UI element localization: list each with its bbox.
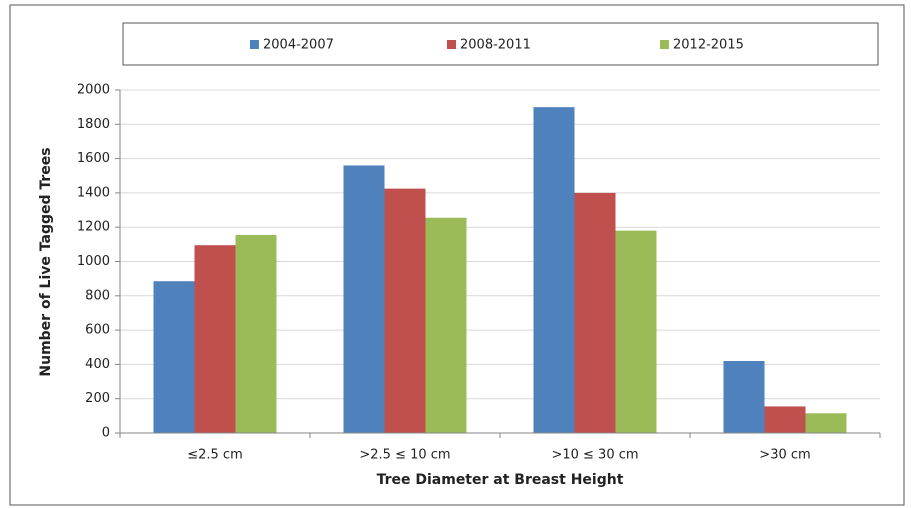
bar — [425, 217, 467, 433]
y-tick-label: 1800 — [77, 117, 110, 132]
x-tick-label: >10 ≤ 30 cm — [551, 448, 638, 463]
bar — [723, 360, 765, 433]
y-tick-label: 600 — [85, 323, 110, 338]
y-tick-label: 800 — [85, 288, 110, 303]
y-tick-label: 0 — [102, 426, 110, 441]
legend-swatch — [447, 40, 456, 49]
legend-box — [122, 22, 879, 66]
x-axis-title: Tree Diameter at Breast Height — [377, 472, 624, 488]
y-tick-label: 200 — [85, 391, 110, 406]
y-tick-label: 1200 — [77, 220, 110, 235]
legend-label: 2012-2015 — [673, 38, 744, 53]
bar — [153, 281, 195, 433]
legend-swatch — [660, 40, 669, 49]
legend-label: 2008-2011 — [460, 38, 531, 53]
y-tick-label: 400 — [85, 357, 110, 372]
x-tick-label: >30 cm — [759, 448, 810, 463]
y-tick-label: 2000 — [77, 83, 110, 98]
bar — [805, 413, 847, 433]
x-tick-label: >2.5 ≤ 10 cm — [359, 448, 450, 463]
bar — [615, 230, 657, 433]
bar — [235, 234, 277, 433]
y-axis-title: Number of Live Tagged Trees — [38, 147, 54, 376]
bar — [764, 406, 806, 433]
bar — [384, 188, 426, 433]
y-tick-label: 1000 — [77, 254, 110, 269]
legend-swatch — [250, 40, 259, 49]
bar — [533, 107, 575, 434]
bar — [194, 245, 236, 433]
legend-label: 2004-2007 — [263, 38, 334, 53]
x-tick-label: ≤2.5 cm — [187, 448, 243, 463]
y-tick-label: 1400 — [77, 185, 110, 200]
bar — [343, 165, 385, 433]
bar — [574, 192, 616, 433]
y-tick-label: 1600 — [77, 151, 110, 166]
